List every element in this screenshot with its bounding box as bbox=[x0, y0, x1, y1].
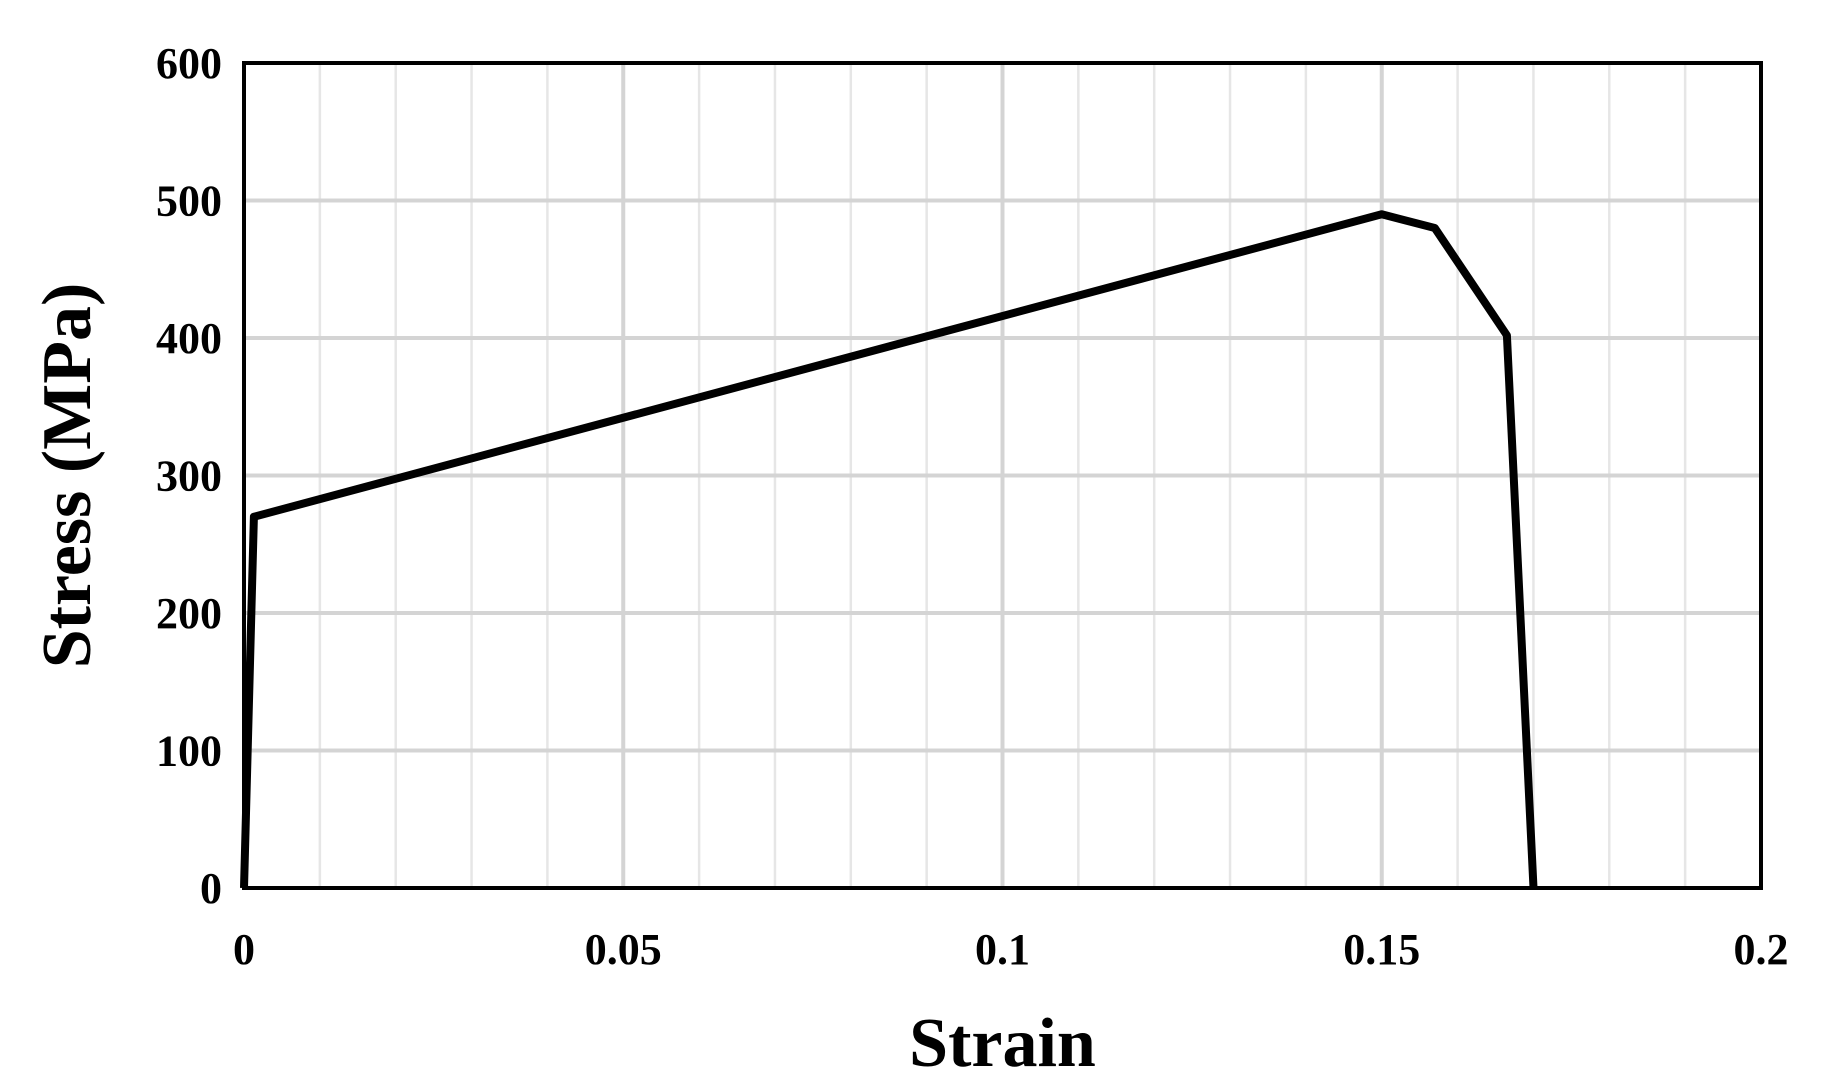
x-tick-label: 0.15 bbox=[1343, 925, 1420, 974]
x-tick-label: 0 bbox=[233, 925, 255, 974]
y-tick-label: 0 bbox=[200, 864, 222, 913]
y-tick-label: 300 bbox=[156, 452, 222, 501]
plot-area-frame bbox=[242, 61, 1763, 890]
y-tick-labels: 0 100 200 300 400 500 600 bbox=[156, 39, 222, 913]
x-tick-labels: 0 0.05 0.1 0.15 0.2 bbox=[233, 925, 1789, 974]
series-group bbox=[240, 210, 1538, 889]
y-tick-label: 600 bbox=[156, 39, 222, 88]
y-tick-label: 400 bbox=[156, 314, 222, 363]
y-tick-label: 200 bbox=[156, 589, 222, 638]
x-tick-label: 0.2 bbox=[1734, 925, 1789, 974]
y-tick-label: 500 bbox=[156, 177, 222, 226]
y-tick-label: 100 bbox=[156, 727, 222, 776]
x-axis-title: Strain bbox=[909, 1005, 1096, 1082]
x-tick-label: 0.1 bbox=[975, 925, 1030, 974]
y-axis-title: Stress (MPa) bbox=[29, 283, 106, 669]
stress-strain-line bbox=[240, 210, 1538, 889]
x-tick-label: 0.05 bbox=[585, 925, 662, 974]
